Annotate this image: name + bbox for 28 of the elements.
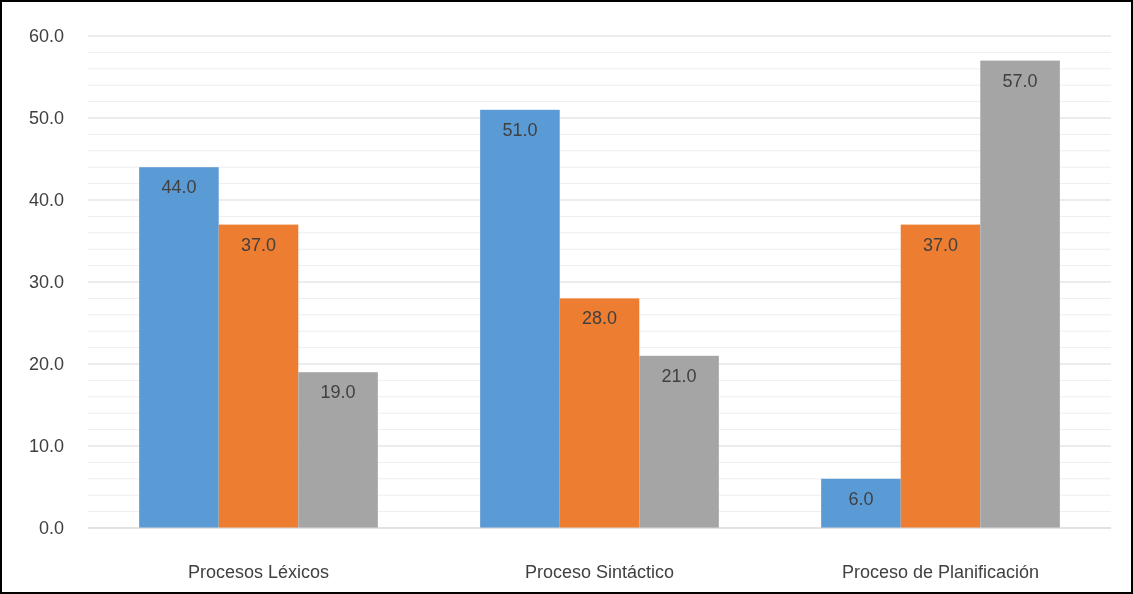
y-tick-label: 20.0 [28,354,64,375]
bar [559,298,640,528]
data-label: 37.0 [922,234,959,255]
bar [639,355,719,528]
bar [821,478,901,528]
y-tick-label: 0.0 [38,518,64,539]
bar [218,224,299,528]
bar [139,167,219,528]
bar [900,224,981,528]
y-tick-label: 60.0 [28,26,64,47]
x-tick-label: Proceso de Planificación [841,562,1040,582]
y-tick-label: 50.0 [28,108,64,129]
data-label: 57.0 [1002,70,1038,91]
data-label: 6.0 [848,488,874,509]
y-tick-label: 30.0 [28,272,64,293]
y-tick-label: 10.0 [28,436,64,457]
x-tick-label: Proceso Sintáctico [524,562,675,582]
bar [480,109,560,528]
data-label: 19.0 [320,382,356,403]
data-label: 28.0 [581,308,618,329]
y-tick-label: 40.0 [28,190,64,211]
data-label: 51.0 [502,119,538,140]
data-label: 37.0 [240,234,277,255]
data-label: 21.0 [661,365,697,386]
x-tick-label: Procesos Léxicos [187,562,330,582]
bar [298,372,378,528]
bar [980,60,1060,528]
data-label: 44.0 [161,177,197,198]
